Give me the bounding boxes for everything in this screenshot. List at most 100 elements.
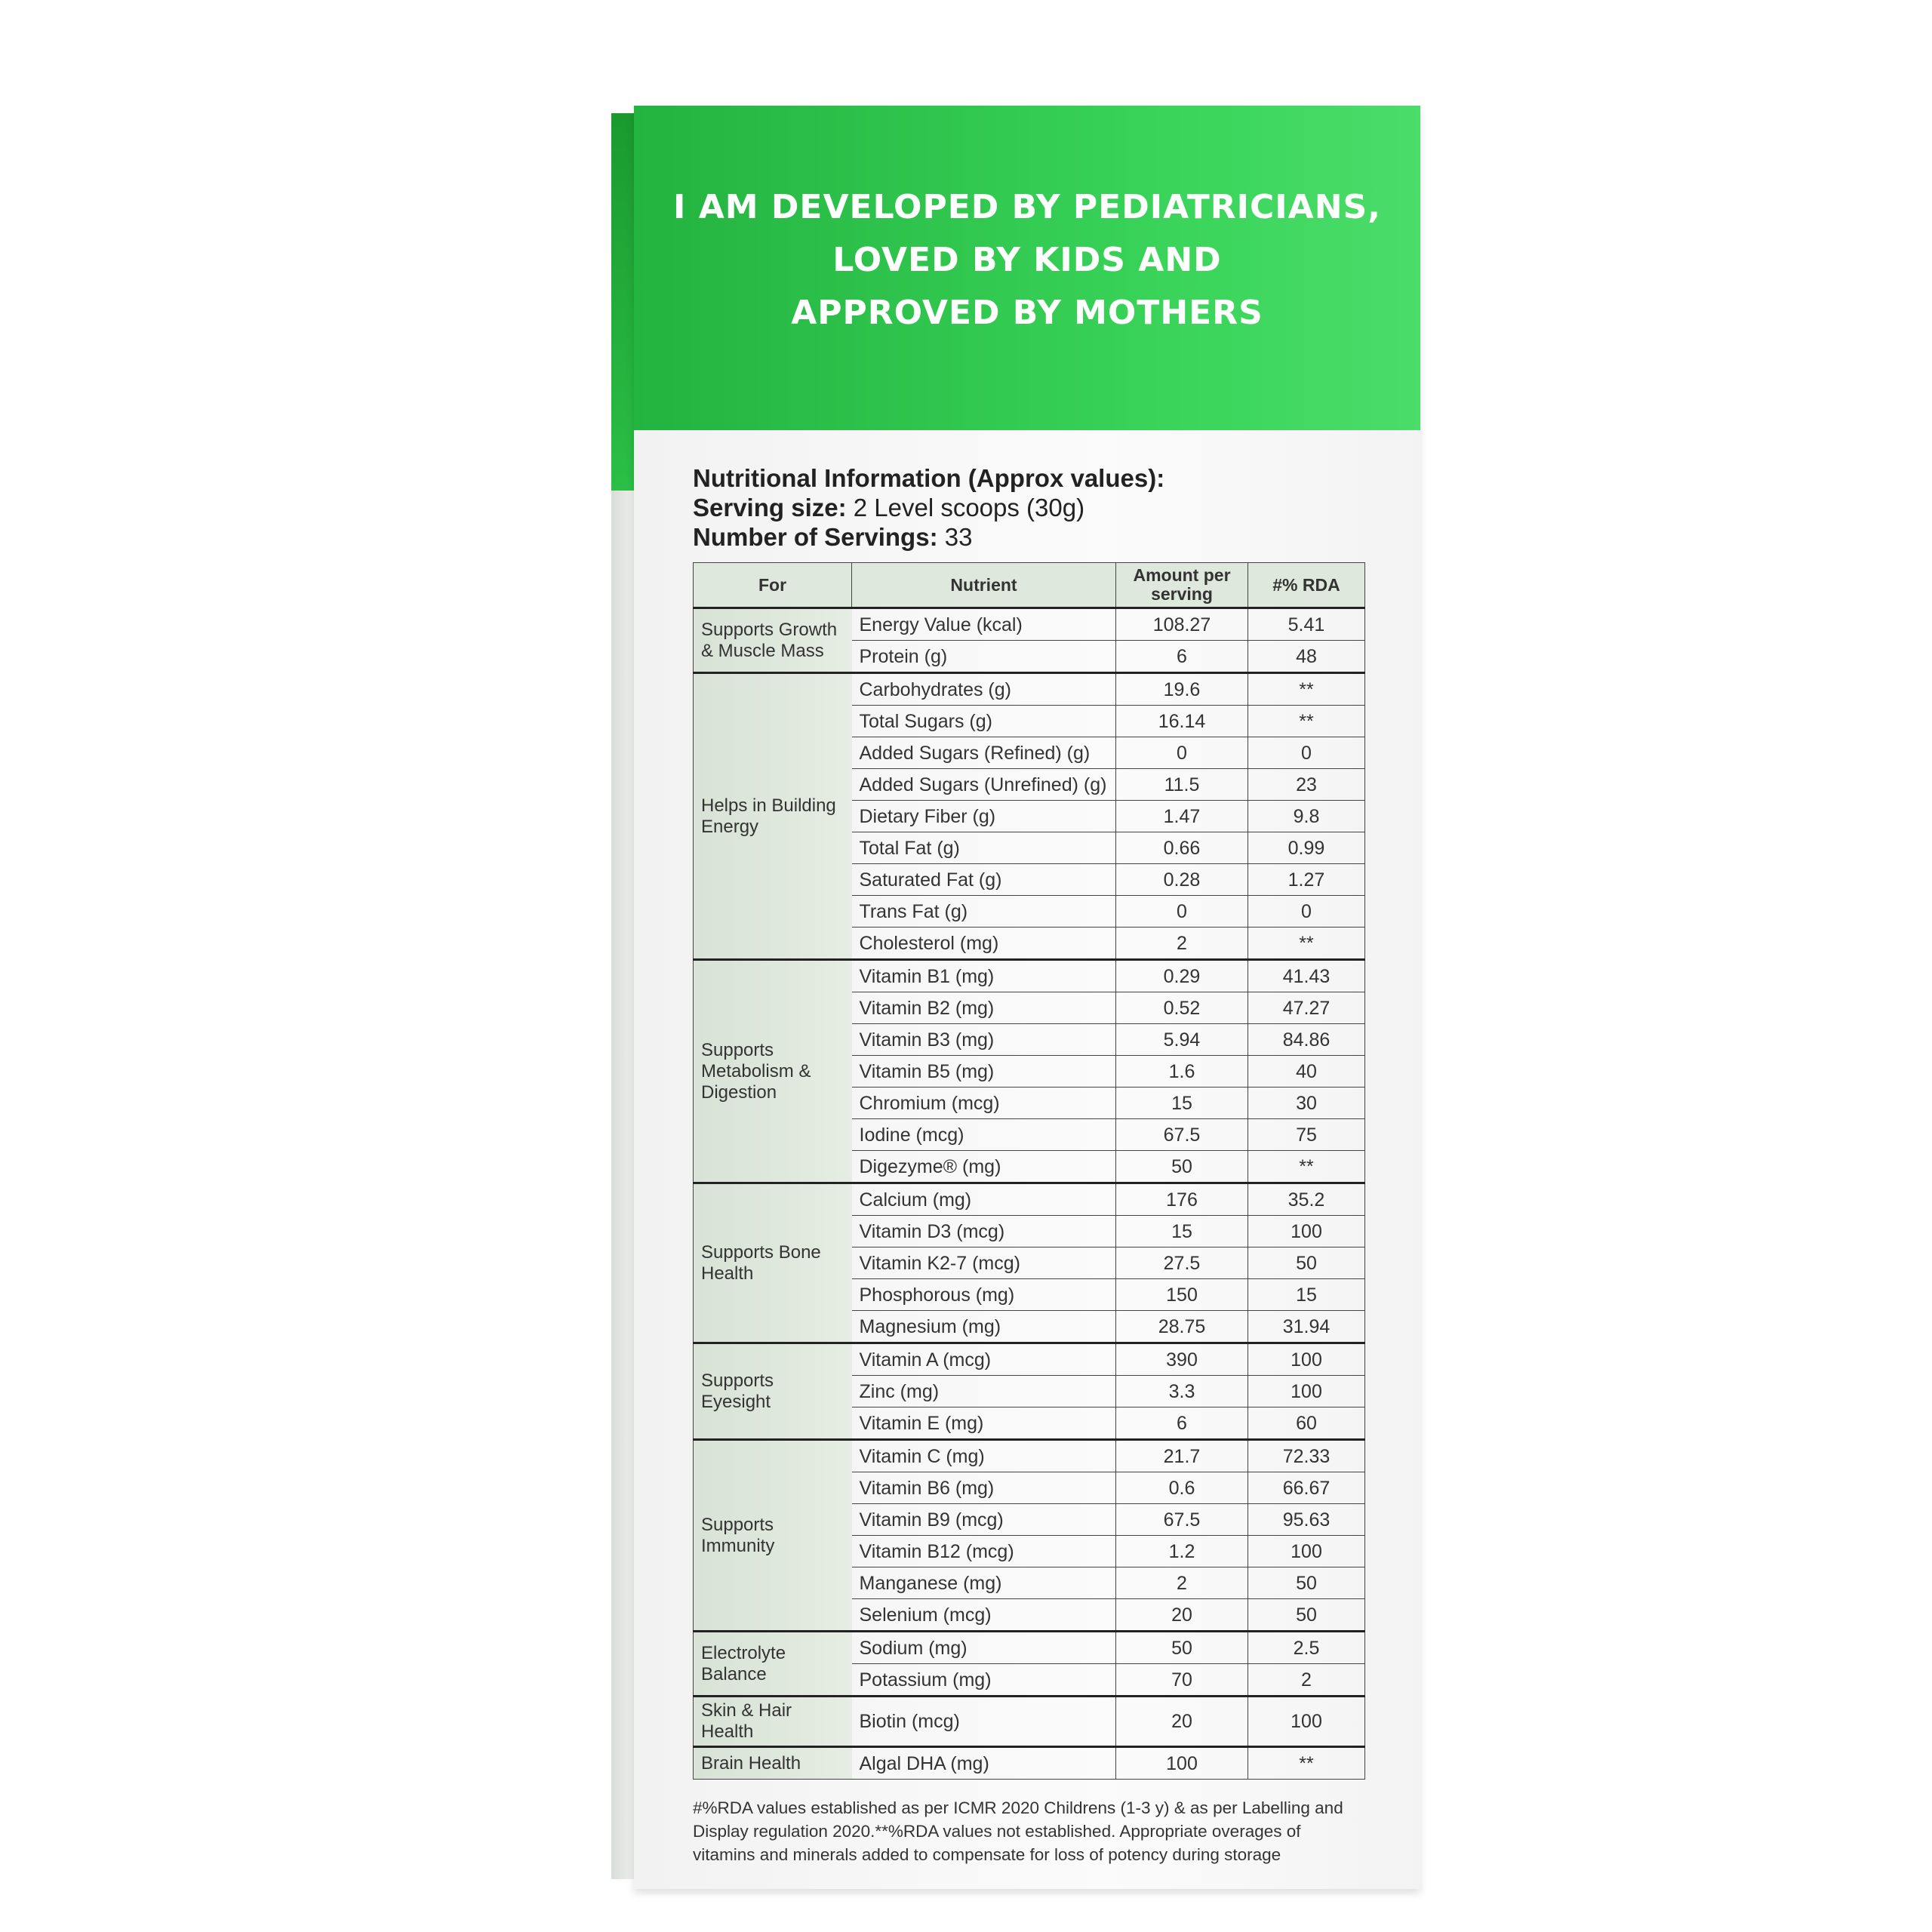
table-row: Vitamin D3 (mcg) 15 100	[694, 1215, 1365, 1247]
rda-percent: 35.2	[1247, 1182, 1365, 1216]
amount-per-serving: 0.28	[1115, 863, 1248, 896]
amount-per-serving: 1.2	[1115, 1535, 1248, 1567]
table-row: Supports Immunity Vitamin C (mg) 21.7 72.33	[693, 1438, 1365, 1632]
nutrient-name: Vitamin B9 (mcg)	[851, 1503, 1116, 1536]
nutrient-name: Total Sugars (g)	[851, 705, 1116, 737]
nutrient-name: Energy Value (kcal)	[851, 607, 1116, 641]
table-row: Potassium (mg) 70 2	[694, 1663, 1365, 1697]
footnote: #%RDA values established as per ICMR 202…	[693, 1798, 1343, 1864]
amount-per-serving: 27.5	[1115, 1247, 1248, 1279]
table-row: Total Sugars (g) 16.14 **	[694, 705, 1365, 737]
table-row: Supports Bone Health Calcium (mg) 176 35.2	[693, 1182, 1365, 1343]
amount-per-serving: 11.5	[1115, 768, 1248, 801]
rda-percent: 0	[1247, 737, 1365, 769]
for-category: Brain Health	[693, 1746, 852, 1780]
banner: I AM DEVELOPED BY PEDIATRICIANS, LOVED B…	[634, 106, 1420, 430]
for-category: Supports Bone Health	[693, 1182, 852, 1343]
rda-percent: 47.27	[1247, 992, 1365, 1024]
amount-per-serving: 0.29	[1115, 958, 1248, 992]
nutrient-name: Vitamin B12 (mcg)	[851, 1535, 1116, 1567]
rda-percent: 75	[1247, 1118, 1365, 1151]
amount-per-serving: 390	[1115, 1342, 1248, 1376]
nutrient-name: Vitamin D3 (mcg)	[851, 1215, 1116, 1247]
amount-per-serving: 6	[1115, 640, 1248, 673]
rda-percent: **	[1247, 927, 1365, 960]
amount-per-serving: 1.6	[1115, 1055, 1248, 1088]
nutrient-name: Added Sugars (Unrefined) (g)	[851, 768, 1116, 801]
nutrient-name: Cholesterol (mg)	[851, 927, 1116, 960]
nutrient-name: Magnesium (mg)	[851, 1310, 1116, 1343]
banner-line: I AM DEVELOPED BY PEDIATRICIANS,	[673, 188, 1381, 226]
nutrient-name: Vitamin B5 (mg)	[851, 1055, 1116, 1088]
table-row: Vitamin B9 (mcg) 67.5 95.63	[694, 1503, 1365, 1536]
amount-per-serving: 2	[1115, 927, 1248, 960]
rda-percent: 2	[1247, 1663, 1365, 1697]
amount-per-serving: 50	[1115, 1150, 1248, 1183]
rda-percent: **	[1247, 705, 1365, 737]
rda-percent: 40	[1247, 1055, 1365, 1088]
table-row: Electrolyte Balance Sodium (mg) 50 2.5	[693, 1630, 1365, 1697]
table-row: Added Sugars (Refined) (g) 0 0	[694, 737, 1365, 769]
table-row: Supports Metabolism & Digestion Vitamin B…	[693, 958, 1365, 1183]
nutrient-name: Added Sugars (Refined) (g)	[851, 737, 1116, 769]
rda-percent: 15	[1247, 1278, 1365, 1311]
rda-percent: 100	[1247, 1215, 1365, 1247]
rda-percent: 66.67	[1247, 1472, 1365, 1504]
table-row: Zinc (mg) 3.3 100	[694, 1375, 1365, 1407]
rda-percent: 100	[1247, 1342, 1365, 1376]
box-side-green	[611, 113, 635, 491]
amount-per-serving: 67.5	[1115, 1118, 1248, 1151]
amount-per-serving: 67.5	[1115, 1503, 1248, 1536]
header-rda: #% RDA	[1247, 562, 1365, 608]
serving-size-value: 2 Level scoops (30g)	[853, 494, 1085, 521]
nutrient-name: Potassium (mg)	[851, 1663, 1116, 1697]
amount-per-serving: 2	[1115, 1567, 1248, 1599]
header-amount: Amount per serving	[1115, 562, 1248, 608]
nutrient-name: Vitamin B2 (mg)	[851, 992, 1116, 1024]
table-row: Helps in Building Energy Carbohydrates (g…	[693, 672, 1365, 960]
amount-per-serving: 19.6	[1115, 672, 1248, 706]
nutrient-name: Chromium (mcg)	[851, 1087, 1116, 1119]
rda-percent: 23	[1247, 768, 1365, 801]
amount-per-serving: 28.75	[1115, 1310, 1248, 1343]
nutrient-name: Vitamin B6 (mg)	[851, 1472, 1116, 1504]
nutrition-title: Nutritional Information (Approx values):	[693, 464, 1165, 492]
rda-percent: 50	[1247, 1247, 1365, 1279]
rda-percent: 100	[1247, 1695, 1365, 1747]
table-row: Phosphorous (mg) 150 15	[694, 1278, 1365, 1311]
nutrient-name: Vitamin B1 (mg)	[851, 958, 1116, 992]
for-category: Helps in Building Energy	[693, 672, 852, 960]
serving-size-label: Serving size:	[693, 494, 847, 521]
table-row: Vitamin B6 (mg) 0.6 66.67	[694, 1472, 1365, 1504]
rda-percent: 72.33	[1247, 1438, 1365, 1472]
nutrient-name: Saturated Fat (g)	[851, 863, 1116, 896]
rda-percent: 84.86	[1247, 1023, 1365, 1056]
amount-per-serving: 15	[1115, 1087, 1248, 1119]
table-row: Supports Growth & Muscle Mass Energy Valu…	[693, 607, 1365, 673]
product-box-panel: I AM DEVELOPED BY PEDIATRICIANS, LOVED B…	[634, 106, 1420, 1889]
banner-line: APPROVED BY MOTHERS	[791, 294, 1263, 332]
nutrient-name: Algal DHA (mg)	[851, 1746, 1116, 1780]
amount-per-serving: 0.6	[1115, 1472, 1248, 1504]
rda-percent: 48	[1247, 640, 1365, 673]
nutrient-name: Phosphorous (mg)	[851, 1278, 1116, 1311]
nutrient-name: Digezyme® (mg)	[851, 1150, 1116, 1183]
nutrient-name: Selenium (mcg)	[851, 1598, 1116, 1632]
amount-per-serving: 150	[1115, 1278, 1248, 1311]
amount-per-serving: 20	[1115, 1598, 1248, 1632]
amount-per-serving: 15	[1115, 1215, 1248, 1247]
rda-percent: 5.41	[1247, 607, 1365, 641]
nutrient-name: Manganese (mg)	[851, 1567, 1116, 1599]
table-row: Total Fat (g) 0.66 0.99	[694, 832, 1365, 864]
banner-line: LOVED BY KIDS AND	[832, 241, 1222, 279]
table-row: Iodine (mcg) 67.5 75	[694, 1118, 1365, 1151]
table-row: Dietary Fiber (g) 1.47 9.8	[694, 800, 1365, 832]
nutrient-name: Vitamin C (mg)	[851, 1438, 1116, 1472]
header-nutrient: Nutrient	[851, 562, 1116, 608]
nutrient-name: Vitamin A (mcg)	[851, 1342, 1116, 1376]
rda-percent: **	[1247, 1150, 1365, 1183]
amount-per-serving: 0	[1115, 737, 1248, 769]
rda-percent: 60	[1247, 1407, 1365, 1440]
rda-percent: 0.99	[1247, 832, 1365, 864]
rda-percent: 30	[1247, 1087, 1365, 1119]
